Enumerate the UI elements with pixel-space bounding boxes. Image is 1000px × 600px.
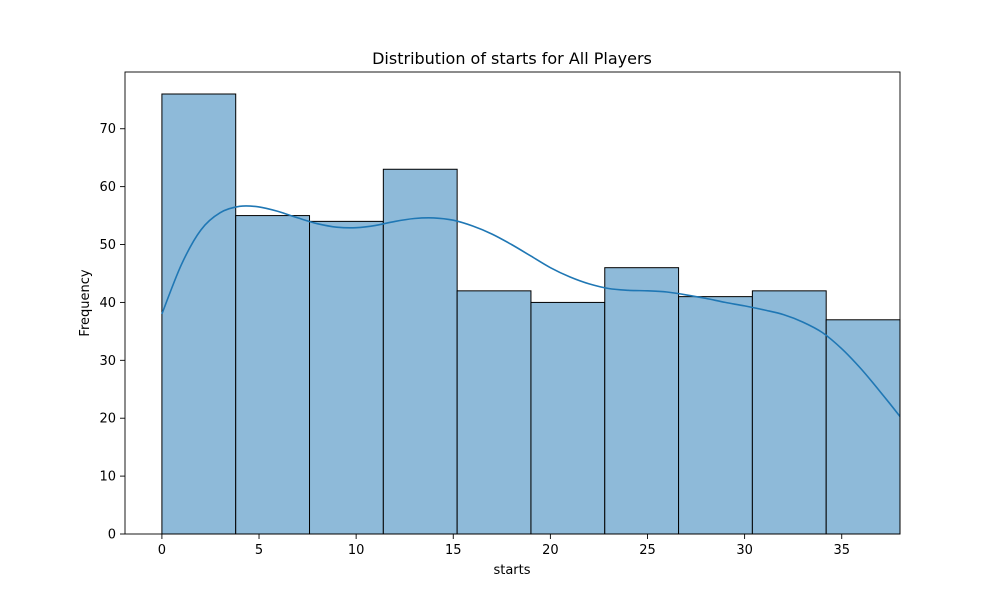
histogram-bar-6: [530, 301, 606, 535]
x-tick-label-25: 25: [639, 543, 656, 558]
histogram-bar-3: [309, 220, 384, 535]
histogram-bar-9: [751, 290, 827, 535]
y-tick-label-0: 0: [108, 528, 116, 543]
plot-frame: [124, 71, 901, 535]
histogram-bar-4: [382, 168, 458, 535]
x-tick-label-5: 5: [255, 543, 263, 558]
y-tick-label-70: 70: [99, 122, 116, 137]
y-tick-label-20: 20: [99, 412, 116, 427]
x-tick-label-20: 20: [542, 543, 559, 558]
y-tick-label-50: 50: [99, 238, 116, 253]
histogram-bar-1: [161, 93, 237, 535]
x-tick-label-0: 0: [158, 543, 166, 558]
x-tick-label-10: 10: [348, 543, 365, 558]
y-tick-label-10: 10: [99, 470, 116, 485]
y-axis-label: Frequency: [78, 269, 93, 336]
histogram-bar-2: [235, 215, 311, 535]
x-axis-label: starts: [493, 563, 530, 578]
y-axis-ticks: 0 10 20 30 40 50 60 70: [99, 122, 125, 543]
kde-curve: [161, 205, 901, 417]
x-axis-ticks: 0 5 10 15 20 25 30 35: [158, 534, 850, 558]
x-tick-label-35: 35: [833, 543, 850, 558]
y-tick-label-40: 40: [99, 296, 116, 311]
y-tick-label-60: 60: [99, 180, 116, 195]
y-tick-label-30: 30: [99, 354, 116, 369]
histogram-bar-7: [604, 267, 680, 535]
bars-layer: [161, 93, 901, 535]
x-tick-label-30: 30: [736, 543, 753, 558]
histogram-bar-5: [456, 290, 532, 535]
histogram-bar-8: [678, 296, 753, 535]
x-tick-label-15: 15: [445, 543, 462, 558]
histogram-bar-10: [825, 319, 901, 535]
chart-title: Distribution of starts for All Players: [372, 49, 652, 68]
